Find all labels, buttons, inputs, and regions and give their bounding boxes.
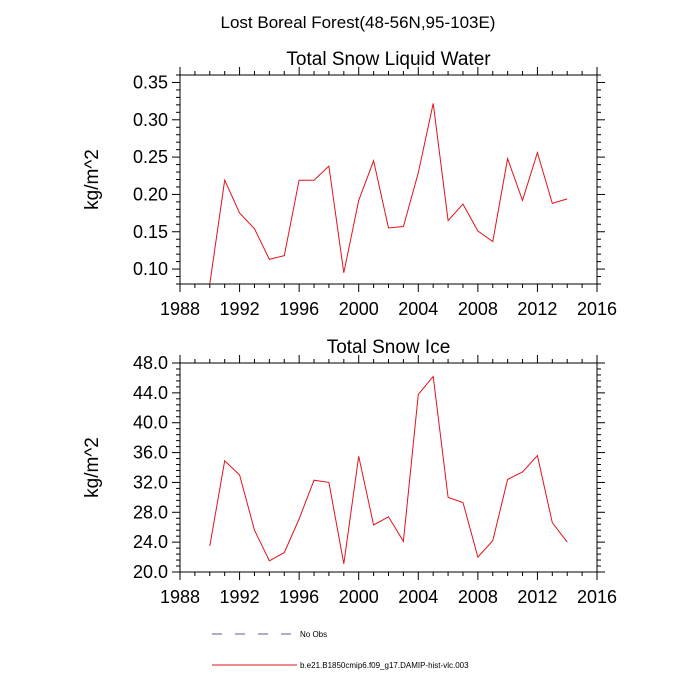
y-axis-label: kg/m^2 — [82, 149, 103, 210]
figure-title: Lost Boreal Forest(48-56N,95-103E) — [221, 13, 496, 32]
y-tick-label: 0.15 — [133, 222, 168, 242]
x-tick-label: 2016 — [577, 299, 617, 319]
y-tick-label: 0.20 — [133, 184, 168, 204]
legend-item: b.e21.B1850cmip6.f09_g17.DAMIP-hist-vlc.… — [212, 661, 469, 670]
y-tick-label: 40.0 — [133, 413, 168, 433]
plot-frame — [179, 74, 598, 285]
x-tick-label: 1996 — [279, 587, 319, 607]
y-tick-label: 20.0 — [133, 562, 168, 582]
y-tick-label: 28.0 — [133, 502, 168, 522]
y-tick-label: 32.0 — [133, 472, 168, 492]
x-tick-label: 2008 — [458, 299, 498, 319]
x-tick-label: 1996 — [279, 299, 319, 319]
y-tick-label: 0.10 — [133, 259, 168, 279]
x-tick-label: 1988 — [160, 587, 200, 607]
x-tick-label: 1988 — [160, 299, 200, 319]
y-tick-label: 0.30 — [133, 110, 168, 130]
panel-title: Total Snow Liquid Water — [286, 49, 491, 70]
chart-panel-1: Total Snow Liquid Water kg/m^2 1988 1992 199… — [82, 49, 617, 319]
x-tick-label: 1992 — [220, 587, 260, 607]
y-tick-label: 48.0 — [133, 353, 168, 373]
x-tick-label: 2004 — [398, 299, 438, 319]
legend-label: No Obs — [300, 630, 327, 639]
legend-item: No Obs — [212, 630, 327, 639]
x-tick-label: 2012 — [517, 299, 557, 319]
y-tick-label: 44.0 — [133, 383, 168, 403]
x-tick-label: 2008 — [458, 587, 498, 607]
y-tick-label: 24.0 — [133, 532, 168, 552]
y-tick-label: 0.25 — [133, 147, 168, 167]
plot-frame — [179, 362, 598, 573]
series-line-1 — [209, 103, 568, 284]
x-tick-label: 2016 — [577, 587, 617, 607]
legend: No Obs b.e21.B1850cmip6.f09_g17.DAMIP-his… — [212, 630, 469, 670]
y-axis-label: kg/m^2 — [82, 437, 103, 498]
x-tick-label: 2012 — [517, 587, 557, 607]
x-tick-label: 2000 — [339, 587, 379, 607]
x-tick-label: 1992 — [220, 299, 260, 319]
x-tick-label: 2004 — [398, 587, 438, 607]
y-tick-label: 36.0 — [133, 443, 168, 463]
series-line-1 — [209, 375, 568, 564]
x-tick-label: 2000 — [339, 299, 379, 319]
chart-panel-2: Total Snow Ice kg/m^2 1988 1992 1996 2000 2004… — [82, 337, 617, 607]
y-tick-label: 0.35 — [133, 72, 168, 92]
legend-label: b.e21.B1850cmip6.f09_g17.DAMIP-hist-vlc.… — [300, 661, 469, 670]
panel-title: Total Snow Ice — [327, 337, 451, 358]
